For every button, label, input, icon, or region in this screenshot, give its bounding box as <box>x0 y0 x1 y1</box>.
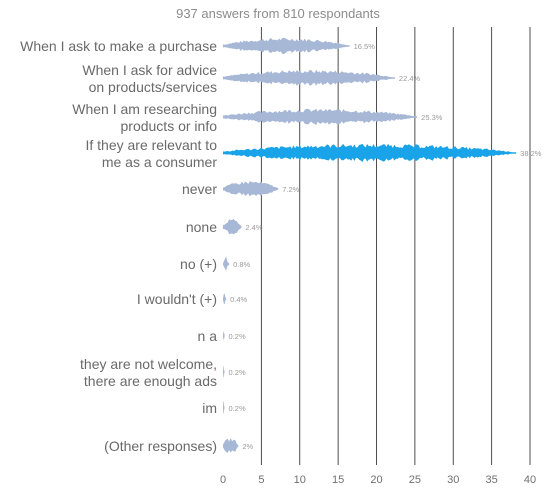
x-tick-label: 20 <box>370 474 382 486</box>
bar-9 <box>223 365 225 379</box>
value-label: 0.8% <box>233 260 250 269</box>
category-label: If they are relevant to <box>85 137 217 153</box>
category-label: products or info <box>121 118 218 134</box>
bar-2 <box>223 108 418 126</box>
value-label: 0.2% <box>229 368 246 377</box>
value-label: 0.4% <box>230 295 247 304</box>
category-label: (Other responses) <box>104 438 217 454</box>
value-label: 22.4% <box>399 74 421 83</box>
category-label: none <box>186 219 217 235</box>
category-label: n a <box>198 328 218 344</box>
value-label: 0.2% <box>229 332 246 341</box>
bar-10 <box>223 401 225 414</box>
category-labels: When I ask to make a purchase When I ask … <box>20 38 217 454</box>
value-label: 2% <box>242 442 253 451</box>
category-label: on products/services <box>89 79 217 95</box>
category-label: When I ask to make a purchase <box>20 38 217 54</box>
x-tick-label: 30 <box>447 474 459 486</box>
value-label: 0.2% <box>229 404 246 413</box>
grid-lines <box>260 27 531 465</box>
bar-5 <box>223 219 242 235</box>
chart-subtitle: 937 answers from 810 respondants <box>176 6 380 21</box>
bar-0 <box>223 37 350 54</box>
category-label: im <box>202 400 217 416</box>
bars: 16.5% 22.4% 25.3% 38.2% 7.2% 2.4% 0.8% 0.4% 0.2%… <box>223 37 542 453</box>
bar-8 <box>223 331 225 340</box>
x-axis: 0 5 10 15 20 25 30 35 40 <box>220 474 536 486</box>
bar-3 <box>223 143 517 163</box>
value-label: 2.4% <box>245 223 262 232</box>
value-label: 25.3% <box>421 113 443 122</box>
bar-1 <box>223 69 395 86</box>
category-label: never <box>182 181 217 197</box>
value-label: 16.5% <box>354 42 376 51</box>
value-label: 7.2% <box>282 185 299 194</box>
x-tick-label: 15 <box>332 474 344 486</box>
category-label: When I ask for advice <box>82 62 217 78</box>
bar-11 <box>223 438 239 453</box>
bar-6 <box>223 256 230 271</box>
x-tick-label: 0 <box>220 474 226 486</box>
x-tick-label: 35 <box>486 474 498 486</box>
category-label: they are not welcome, <box>80 356 217 372</box>
category-label: no (+) <box>180 256 217 272</box>
bar-7 <box>223 293 227 305</box>
category-label: When I am researching <box>72 101 217 117</box>
x-tick-label: 40 <box>524 474 536 486</box>
value-label: 38.2% <box>520 149 542 158</box>
category-label: me as a consumer <box>102 154 217 170</box>
x-tick-label: 25 <box>409 474 421 486</box>
bar-4 <box>223 181 279 197</box>
x-tick-label: 10 <box>294 474 306 486</box>
category-label: I wouldn't (+) <box>137 291 217 307</box>
x-tick-label: 5 <box>258 474 264 486</box>
category-label: there are enough ads <box>84 373 217 389</box>
